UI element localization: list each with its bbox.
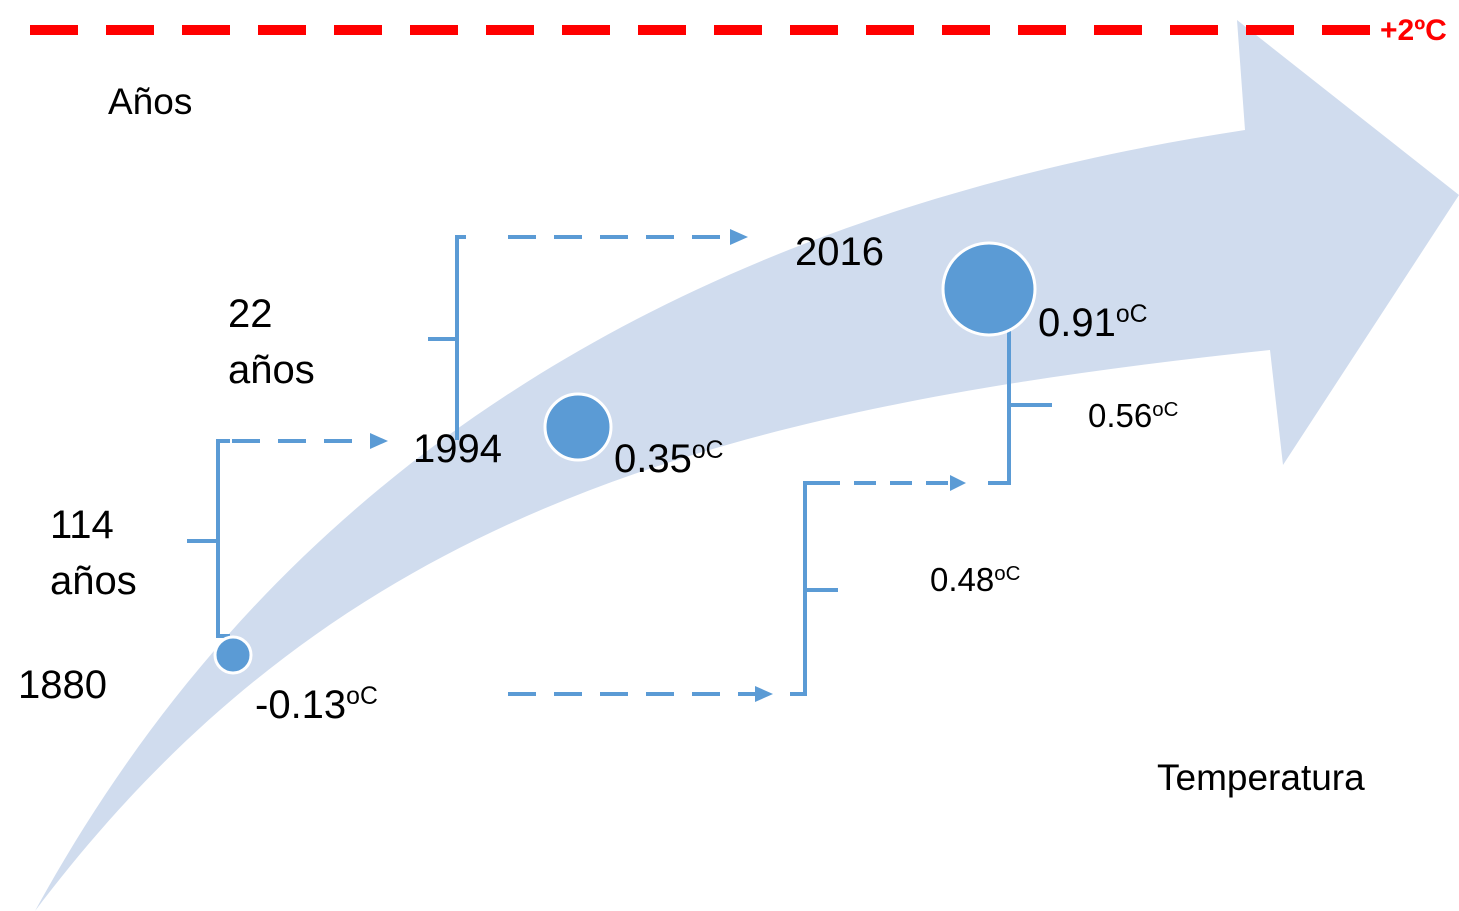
interval-temp-1880-1994: 0.48oC xyxy=(930,561,1020,598)
year-label-1880: 1880 xyxy=(18,663,107,707)
interval-temp-1880-1994-unit: oC xyxy=(994,562,1020,585)
year-bracket-1994-2016 xyxy=(428,237,466,440)
years-axis-label: Años xyxy=(108,81,192,122)
temperature-axis-label: Temperatura xyxy=(1157,757,1365,798)
interval-temp-1994-2016: 0.56oC xyxy=(1088,397,1178,434)
interval-years-1880-1994: 114 años xyxy=(50,503,137,603)
interval-years-1994-2016: 22 años xyxy=(228,292,315,392)
temp-label-1994: 0.35oC xyxy=(614,437,724,481)
year-arrowhead-1880-1994 xyxy=(370,433,388,449)
interval-temp-1880-1994-value: 0.48 xyxy=(930,561,994,598)
temp-value-1994: 0.35 xyxy=(614,437,692,481)
temp-label-1880: -0.13oC xyxy=(255,683,378,727)
interval-years-1994-2016-unit: años xyxy=(228,348,315,392)
temp-value-2016: 0.91 xyxy=(1038,301,1116,345)
interval-temp-1994-2016-unit: oC xyxy=(1152,398,1178,421)
marker-1880 xyxy=(215,637,251,673)
limit-label: +2ºC xyxy=(1380,14,1447,47)
marker-2016 xyxy=(943,243,1035,335)
year-label-1994: 1994 xyxy=(413,427,502,471)
year-arrowhead-1994-2016 xyxy=(730,229,748,245)
interval-years-1994-2016-count: 22 xyxy=(228,292,273,336)
temp-unit-1880: oC xyxy=(346,683,378,710)
temp-bracket-1880-1994 xyxy=(790,483,838,694)
year-bracket-1880-1994 xyxy=(187,441,230,636)
marker-1994 xyxy=(545,394,611,460)
interval-years-1880-1994-count: 114 xyxy=(50,503,114,547)
year-label-2016: 2016 xyxy=(795,230,884,274)
temp-value-1880: -0.13 xyxy=(255,683,346,727)
temp-arrowhead-1880-1994 xyxy=(755,686,773,702)
temp-unit-2016: oC xyxy=(1116,301,1148,328)
interval-years-1880-1994-unit: años xyxy=(50,559,137,603)
interval-temp-1994-2016-value: 0.56 xyxy=(1088,397,1152,434)
temp-unit-1994: oC xyxy=(692,437,724,464)
temp-arrowhead-1994-2016 xyxy=(950,475,966,491)
